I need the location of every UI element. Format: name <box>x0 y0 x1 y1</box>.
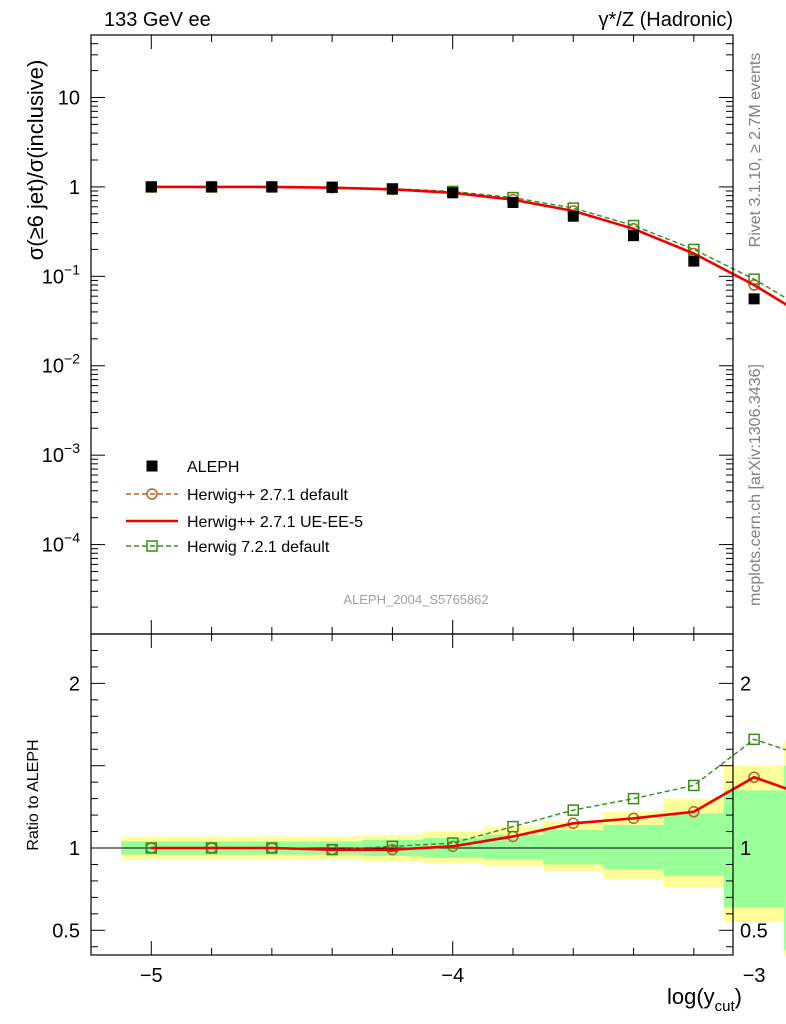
legend-marker-herwig-7-2-1-default <box>146 540 158 552</box>
x-tick-label: −5 <box>140 965 163 987</box>
ratio-point-herwig-7-2-1-default <box>748 733 760 746</box>
band-inner-bin <box>603 824 664 870</box>
legend-label-herwig-2-7-1-default: Herwig++ 2.7.1 default <box>187 487 349 504</box>
y-tick-label: 10 <box>58 87 80 109</box>
ratio-line-herwig-2-7-1-ue-ee-5 <box>151 775 786 851</box>
ratio-point-herwig-7-2-1-default <box>507 820 519 833</box>
y-tick-label-right: 0.5 <box>740 920 768 942</box>
top-line-herwig-2-7-1-ue-ee-5 <box>151 185 786 307</box>
y-tick-label: 10−2 <box>42 351 80 378</box>
ratio-point-herwig-7-2-1-default <box>386 840 399 853</box>
rivet-label: Rivet 3.1.10, ≥ 2.7M events <box>747 53 764 248</box>
y-tick-label: 10−1 <box>42 261 80 288</box>
y-tick-label-right: 1 <box>740 838 751 860</box>
band-inner-bin <box>723 790 785 908</box>
y-tick-label: 2 <box>69 673 80 695</box>
top-point-aleph <box>507 196 519 208</box>
top-point-aleph <box>567 210 579 222</box>
y-tick-label-right: 2 <box>740 673 751 695</box>
band-inner-bin <box>663 813 724 876</box>
legend-marker-aleph <box>146 460 158 472</box>
top-point-aleph <box>628 230 640 242</box>
y-tick-label: 1 <box>69 177 80 199</box>
top-point-aleph <box>748 293 760 305</box>
y-tick-label: 10−4 <box>42 530 80 557</box>
ratio-point-herwig-7-2-1-default <box>567 804 580 816</box>
band-inner-bin <box>482 834 544 860</box>
bottom-y-axis-label: Ratio to ALEPH <box>25 739 42 850</box>
top-line-herwig-7-2-1-default <box>151 186 786 299</box>
top-point-aleph <box>447 187 459 199</box>
ratio-point-herwig-7-2-1-default <box>446 837 459 849</box>
top-point-herwig-2-7-1-default <box>748 279 760 291</box>
x-axis-label: log(ycut) <box>667 984 742 1015</box>
mcplots-label: mcplots.cern.ch [arXiv:1306.3436] <box>747 364 764 606</box>
ratio-point-herwig-2-7-1-default <box>748 771 760 783</box>
y-tick-label: 1 <box>69 838 80 860</box>
band-inner-bin <box>543 829 604 865</box>
top-point-aleph <box>326 181 338 193</box>
x-tick-label: −3 <box>743 965 766 987</box>
header-right-label: γ*/Z (Hadronic) <box>599 9 733 31</box>
top-point-aleph <box>145 181 157 193</box>
legend: ALEPH Herwig++ 2.7.1 default Herwig++ 2.7.… <box>126 459 363 556</box>
legend-label-aleph: ALEPH <box>187 459 239 476</box>
top-point-aleph <box>266 181 278 193</box>
legend-label-herwig-2-7-1-ue-ee-5: Herwig++ 2.7.1 UE-EE-5 <box>187 514 363 531</box>
legend-marker-herwig-2-7-1-default <box>146 488 158 500</box>
y-tick-label: 0.5 <box>52 920 80 942</box>
header-left-label: 133 GeV ee <box>104 9 211 31</box>
legend-label-herwig-7-2-1-default: Herwig 7.2.1 default <box>187 539 330 556</box>
top-point-aleph <box>206 181 218 193</box>
ratio-point-herwig-7-2-1-default <box>688 779 700 792</box>
analysis-id-label: ALEPH_2004_S5765862 <box>343 592 488 607</box>
top-y-axis-label: σ(≥6 jet)/σ(inclusive) <box>23 60 48 261</box>
y-tick-label: 10−3 <box>42 440 80 467</box>
x-tick-label: −4 <box>441 965 464 987</box>
top-line-herwig-2-7-1-default <box>151 186 786 306</box>
ratio-point-herwig-7-2-1-default <box>627 792 640 805</box>
band-inner-bin <box>784 765 786 951</box>
top-point-aleph <box>688 255 700 267</box>
bottom-panel-frame <box>90 633 734 956</box>
top-point-aleph <box>386 183 398 195</box>
